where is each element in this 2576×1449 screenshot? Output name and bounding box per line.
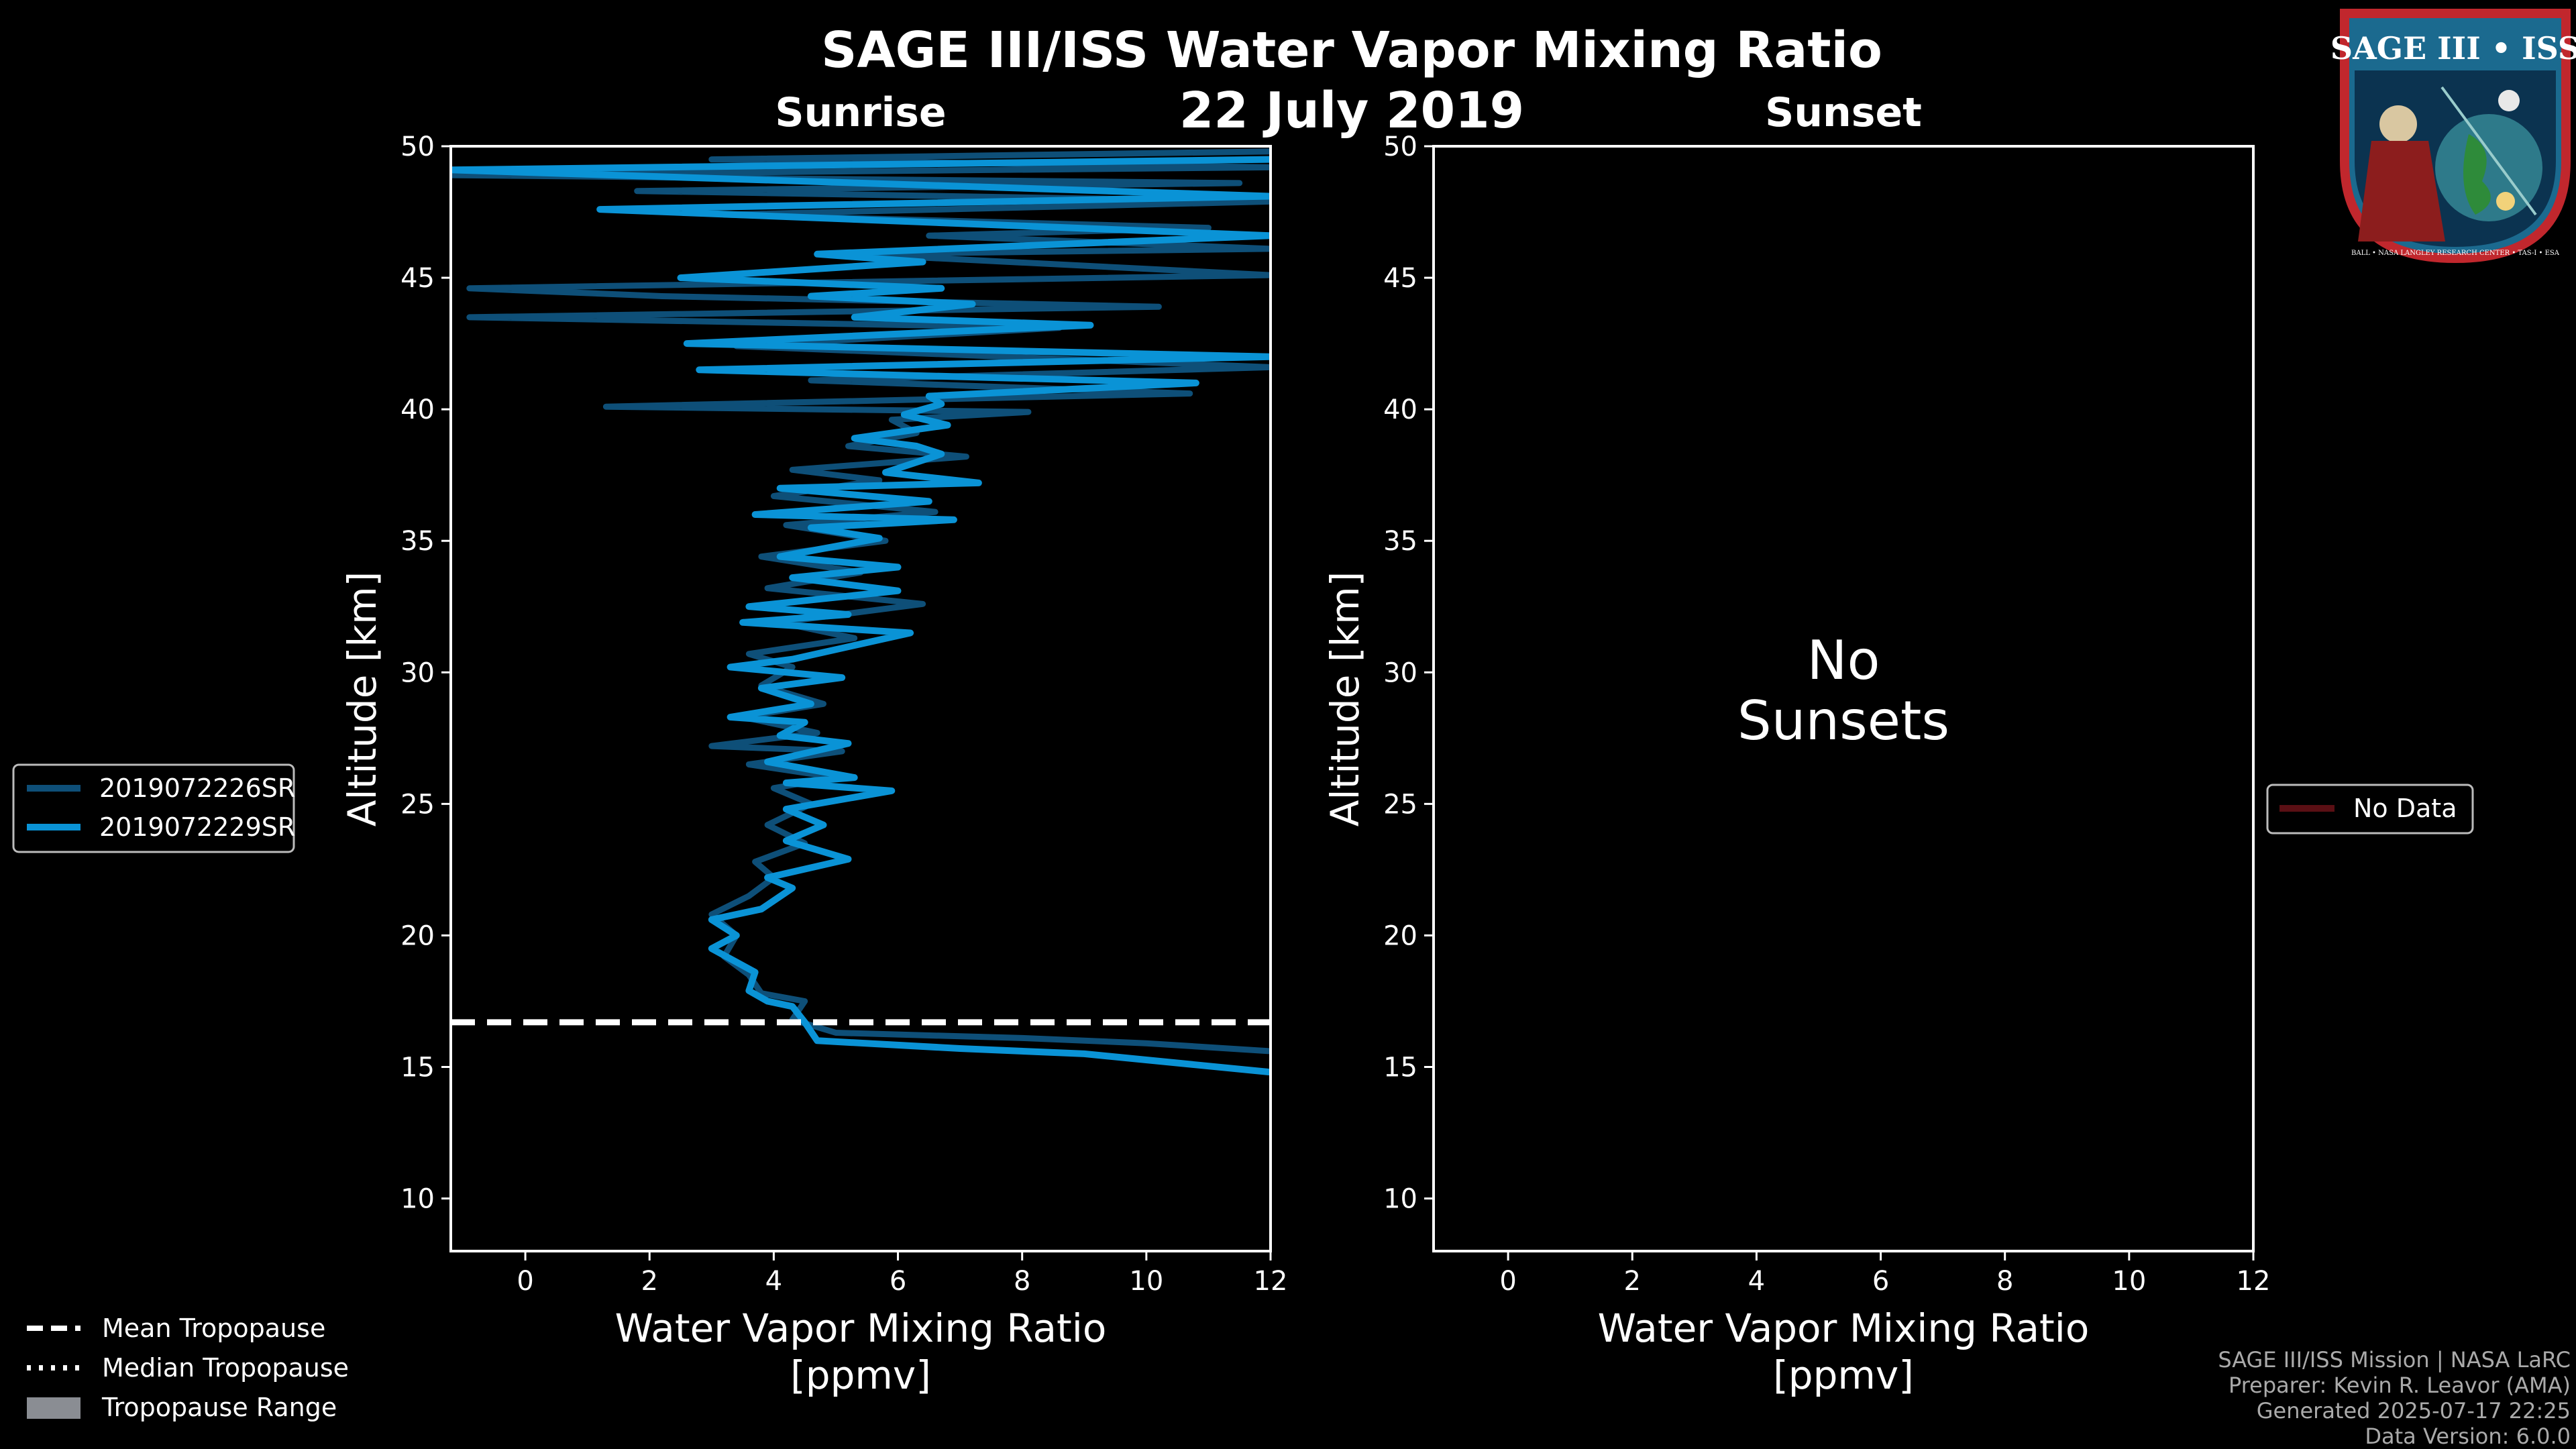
- sunset-ytick-label: 20: [1383, 920, 1417, 951]
- sunset-ytick-label: 45: [1383, 263, 1417, 294]
- sage-iii-iss-logo: SAGE III • ISS BALL • NASA LANGLEY RESEA…: [2330, 9, 2576, 264]
- sunrise-xtick-label: 12: [1254, 1266, 1288, 1297]
- sunrise-xlabel: Water Vapor Mixing Ratio: [615, 1305, 1107, 1351]
- logo-text: SAGE III • ISS: [2330, 30, 2576, 66]
- footer-line-3: Generated 2025-07-17 22:25: [2257, 1398, 2571, 1424]
- legend-label-series-2: 2019072229SR: [99, 812, 295, 842]
- no-sunsets-line1: No: [1807, 629, 1880, 692]
- sunrise-xtick-label: 0: [517, 1266, 533, 1297]
- sunset-ylabel: Altitude [km]: [1322, 572, 1368, 826]
- sunrise-xtick-label: 6: [890, 1266, 906, 1297]
- figure-date: 22 July 2019: [1179, 82, 1524, 140]
- sunset-ytick-label: 25: [1383, 789, 1417, 820]
- sunset-ytick-label: 10: [1383, 1184, 1417, 1215]
- sunset-plot-frame: [1432, 145, 2255, 1252]
- footer: SAGE III/ISS Mission | NASA LaRC Prepare…: [2218, 1347, 2571, 1449]
- sunset-ytick-label: 30: [1383, 657, 1417, 688]
- no-data-label: No Data: [2353, 794, 2457, 823]
- sunset-ytick-label: 40: [1383, 394, 1417, 425]
- sunset-ytick-label: 35: [1383, 526, 1417, 557]
- sunrise-ylabel: Altitude [km]: [339, 572, 385, 826]
- sunrise-ytick-label: 50: [400, 131, 435, 162]
- sunset-xtick-label: 12: [2237, 1266, 2271, 1297]
- figure-title: SAGE III/ISS Water Vapor Mixing Ratio: [821, 21, 1882, 79]
- sunset-xlabel-units: [ppmv]: [1773, 1352, 1914, 1398]
- footer-line-1: SAGE III/ISS Mission | NASA LaRC: [2218, 1347, 2571, 1373]
- series-line-2019072229SR: [451, 156, 1271, 1076]
- sunrise-title: Sunrise: [775, 89, 946, 136]
- sunrise-panel: 0 2 4 6 8 10 12 10 15 20 25 30 35 40 45 50 Water Vapor…: [339, 131, 1287, 1398]
- sunrise-xtick-label: 8: [1014, 1266, 1030, 1297]
- footer-line-4: Data Version: 6.0.0: [2365, 1424, 2571, 1449]
- sunrise-ytick-label: 25: [400, 789, 435, 820]
- sunset-xtick-label: 4: [1748, 1266, 1765, 1297]
- tropopause-legend: Mean Tropopause Median Tropopause Tropop…: [27, 1313, 349, 1422]
- sunset-xtick-label: 10: [2112, 1266, 2146, 1297]
- sunset-xtick-label: 6: [1872, 1266, 1889, 1297]
- sunset-xlabel: Water Vapor Mixing Ratio: [1598, 1305, 2090, 1351]
- tropopause-range-swatch: [27, 1397, 80, 1419]
- sunrise-ytick-label: 30: [400, 657, 435, 688]
- no-data-legend: No Data: [2266, 784, 2474, 835]
- legend-label-series-1: 2019072226SR: [99, 773, 295, 803]
- sunrise-ytick-label: 15: [400, 1053, 435, 1083]
- sunset-xtick-label: 8: [1996, 1266, 2013, 1297]
- sunset-xtick-label: 2: [1624, 1266, 1641, 1297]
- sunrise-ytick-label: 20: [400, 920, 435, 951]
- logo-ring-text: BALL • NASA LANGLEY RESEARCH CENTER • TA…: [2351, 250, 2560, 257]
- sunset-ytick-label: 50: [1383, 131, 1417, 162]
- mean-tropopause-label: Mean Tropopause: [102, 1313, 325, 1343]
- median-tropopause-label: Median Tropopause: [102, 1353, 349, 1383]
- sunrise-xtick-label: 2: [641, 1266, 658, 1297]
- tropopause-range-label: Tropopause Range: [101, 1393, 337, 1422]
- no-sunsets-line2: Sunsets: [1737, 690, 1949, 752]
- sunset-xtick-label: 0: [1499, 1266, 1516, 1297]
- sunset-title: Sunset: [1765, 89, 1922, 136]
- sunrise-ytick-label: 10: [400, 1184, 435, 1215]
- sunrise-ytick-label: 40: [400, 394, 435, 425]
- sunrise-xtick-label: 10: [1129, 1266, 1163, 1297]
- sunrise-ytick-label: 35: [400, 526, 435, 557]
- sunrise-xlabel-units: [ppmv]: [790, 1352, 931, 1398]
- wizard-face-icon: [2379, 105, 2417, 143]
- series-legend: 2019072226SR 2019072229SR: [12, 763, 295, 853]
- footer-line-2: Preparer: Kevin R. Leavor (AMA): [2229, 1373, 2571, 1398]
- sunset-ytick-label: 15: [1383, 1053, 1417, 1083]
- sunrise-plot-frame: [449, 145, 1272, 1252]
- sunrise-ytick-label: 45: [400, 263, 435, 294]
- sunrise-xtick-label: 4: [765, 1266, 782, 1297]
